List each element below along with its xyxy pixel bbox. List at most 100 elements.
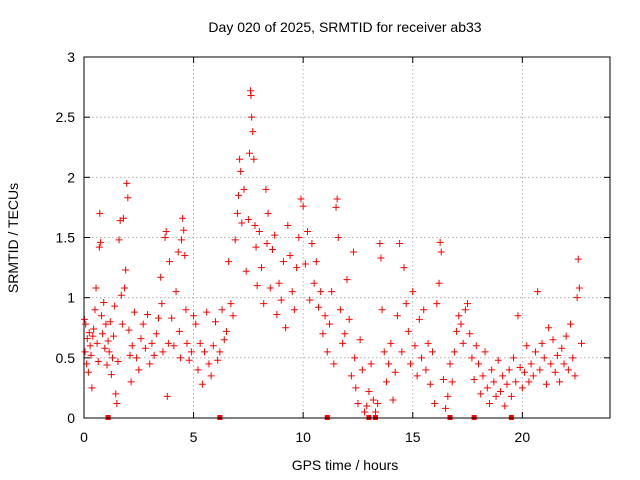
data-point: [556, 378, 564, 386]
data-point: [222, 327, 230, 335]
data-point: [108, 354, 116, 362]
data-point: [192, 320, 200, 328]
data-point: [114, 357, 122, 365]
data-point: [255, 227, 263, 235]
y-tick-label: 1: [67, 290, 75, 306]
data-point: [165, 258, 173, 266]
data-point: [162, 227, 170, 235]
data-point: [273, 311, 281, 319]
data-point: [201, 348, 209, 356]
data-point: [483, 384, 491, 392]
data-point: [426, 380, 434, 388]
data-point: [558, 344, 566, 352]
data-point: [560, 360, 568, 368]
data-point: [422, 366, 430, 374]
data-point: [564, 366, 572, 374]
data-point: [459, 339, 467, 347]
data-point: [380, 348, 388, 356]
data-point: [442, 404, 450, 412]
data-point: [82, 320, 90, 328]
data-point: [540, 354, 548, 362]
data-point: [277, 296, 285, 304]
data-point: [282, 324, 290, 332]
data-point: [106, 318, 114, 326]
data-point: [104, 337, 112, 345]
data-point: [341, 330, 349, 338]
data-point: [152, 330, 160, 338]
data-point: [377, 254, 385, 262]
data-point: [88, 384, 96, 392]
data-point: [516, 363, 524, 371]
data-point: [503, 380, 511, 388]
data-points: [80, 87, 586, 420]
data-point: [354, 400, 362, 408]
data-point: [87, 351, 95, 359]
data-point: [448, 378, 456, 386]
y-tick-label: 3: [67, 49, 75, 65]
data-point: [547, 360, 555, 368]
data-point: [352, 384, 360, 392]
data-point: [393, 312, 401, 320]
data-point: [119, 214, 127, 222]
data-point: [196, 339, 204, 347]
data-point: [258, 264, 266, 272]
data-point: [501, 402, 509, 410]
data-point: [263, 240, 271, 248]
data-point: [551, 368, 559, 376]
data-point: [240, 185, 248, 193]
data-point: [492, 392, 500, 400]
data-point: [466, 330, 474, 338]
data-point: [411, 342, 419, 350]
x-tick-label: 10: [295, 429, 311, 445]
data-point: [573, 294, 581, 302]
data-point: [84, 368, 92, 376]
data-point: [435, 279, 443, 287]
data-point: [328, 288, 336, 296]
data-point: [378, 306, 386, 314]
data-point: [229, 312, 237, 320]
data-point: [124, 194, 132, 202]
data-point: [347, 372, 355, 380]
x-tick-label: 5: [190, 429, 198, 445]
data-point: [182, 306, 190, 314]
data-point: [130, 308, 138, 316]
data-point: [161, 234, 169, 241]
data-point: [95, 243, 103, 251]
data-point: [457, 320, 465, 328]
data-point: [122, 266, 130, 274]
data-point: [85, 329, 93, 337]
data-point: [126, 351, 134, 359]
x-axis-title: GPS time / hours: [292, 457, 399, 473]
data-point: [121, 284, 129, 292]
data-point: [336, 306, 344, 314]
data-point: [436, 238, 444, 246]
data-point: [433, 300, 441, 308]
data-point: [304, 227, 312, 235]
data-point: [187, 348, 195, 356]
data-point: [512, 378, 520, 386]
data-point: [235, 191, 243, 199]
data-point: [424, 339, 432, 347]
data-point: [382, 378, 390, 386]
data-point: [172, 288, 180, 296]
data-point: [251, 221, 259, 229]
data-point: [323, 348, 331, 356]
data-point: [527, 360, 535, 368]
data-point: [101, 344, 109, 352]
data-point: [237, 167, 245, 175]
data-point: [529, 372, 537, 380]
data-point: [475, 360, 482, 368]
data-point: [518, 384, 526, 392]
data-point: [472, 342, 480, 350]
data-point: [178, 236, 186, 244]
data-point: [494, 356, 502, 364]
data-point: [113, 400, 121, 408]
data-point: [180, 226, 188, 234]
data-point: [176, 354, 184, 362]
data-point: [413, 372, 421, 380]
data-point: [490, 378, 498, 386]
data-point: [175, 327, 183, 335]
data-point: [207, 372, 215, 380]
data-point: [288, 288, 296, 296]
data-point: [295, 234, 303, 241]
